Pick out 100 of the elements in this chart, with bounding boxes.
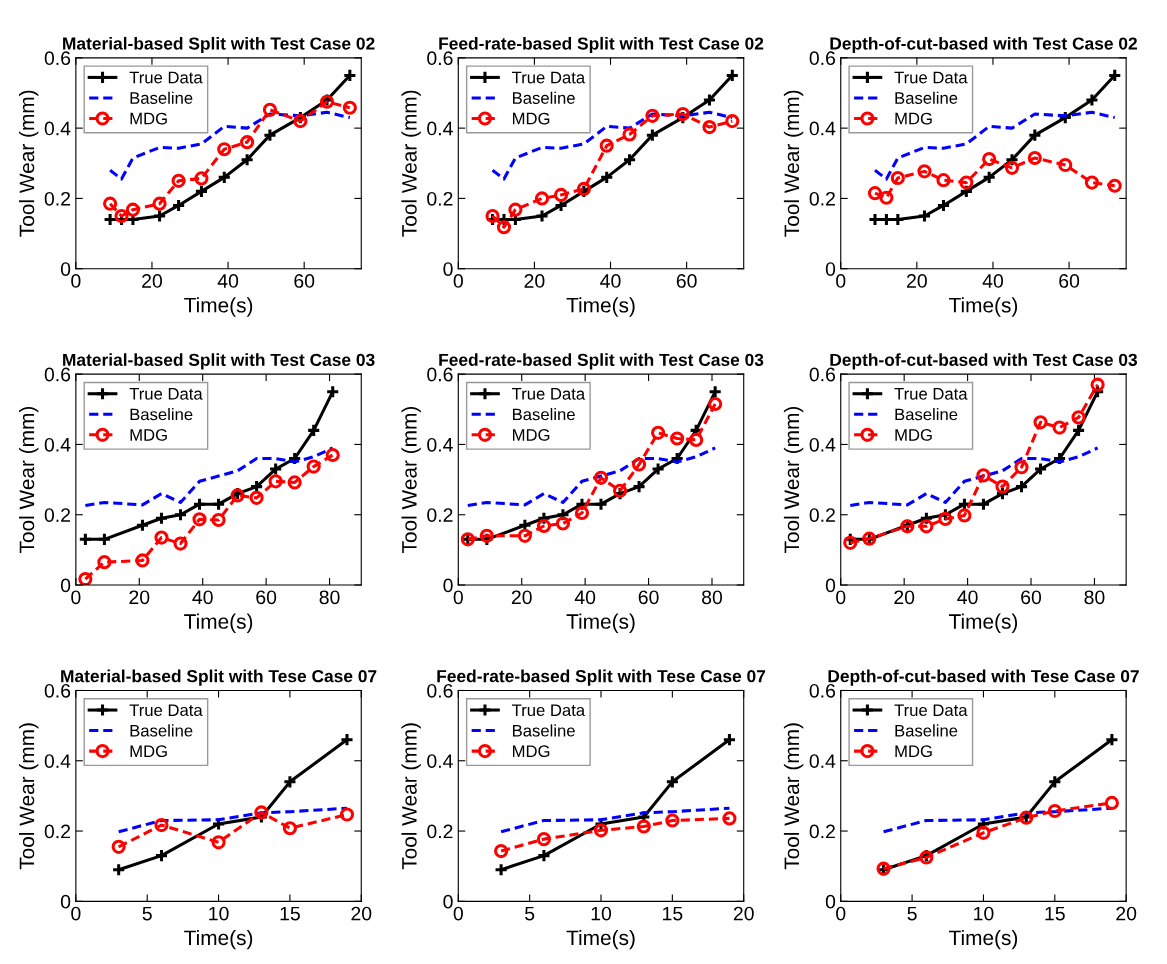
x-tick-label: 60 <box>1059 274 1080 288</box>
x-tick-label: 15 <box>1045 906 1065 921</box>
legend-label: MDG <box>130 429 167 441</box>
legend-label: True Data <box>512 71 586 84</box>
x-tick-label: 10 <box>591 906 612 921</box>
x-axis-title: Time(s) <box>566 613 635 633</box>
y-tick-label: 0 <box>825 578 836 593</box>
y-tick-label: 0.2 <box>44 191 71 206</box>
y-tick-label: 0.4 <box>427 437 453 452</box>
y-axis-title: Tool Wear (mm) <box>783 406 804 554</box>
legend-label: True Data <box>129 704 203 717</box>
y-tick-label: 0.4 <box>427 754 453 768</box>
legend-label: MDG <box>895 429 932 441</box>
legend-label: MDG <box>130 112 167 125</box>
chart-title: Depth-of-cut-based with Tese Case 07 <box>828 669 1139 686</box>
legend-label: MDG <box>513 429 550 441</box>
x-tick-label: 40 <box>600 274 621 288</box>
y-tick-label: 0.4 <box>44 121 71 136</box>
legend-label: True Data <box>894 71 968 84</box>
x-tick-label: 60 <box>676 274 697 288</box>
y-tick-label: 0 <box>825 894 836 909</box>
legend-label: MDG <box>513 745 550 758</box>
legend-label: True Data <box>512 388 586 400</box>
x-tick-label: 0 <box>453 590 463 605</box>
legend-label: True Data <box>894 388 968 400</box>
legend-label: True Data <box>129 388 203 400</box>
y-tick-label: 0.4 <box>809 754 836 768</box>
y-tick-label: 0.4 <box>44 437 71 452</box>
legend-label: MDG <box>130 745 167 758</box>
x-tick-label: 0 <box>836 590 846 605</box>
y-tick-label: 0.4 <box>44 754 71 768</box>
x-axis-title: Time(s) <box>566 929 635 950</box>
y-tick-label: 0.2 <box>427 508 453 522</box>
legend-label: Baseline <box>513 408 575 421</box>
y-tick-label: 0.4 <box>809 437 836 452</box>
x-tick-label: 20 <box>129 590 150 605</box>
y-axis-title: Tool Wear (mm) <box>783 723 804 870</box>
x-tick-label: 0 <box>71 590 81 605</box>
y-tick-label: 0 <box>825 262 836 276</box>
legend-label: Baseline <box>130 724 193 737</box>
legend-label: MDG <box>895 745 932 758</box>
legend-label: Baseline <box>895 408 958 421</box>
y-tick-label: 0.2 <box>809 191 835 206</box>
y-tick-label: 0 <box>60 262 71 276</box>
y-tick-label: 0.2 <box>427 191 453 206</box>
legend-label: Baseline <box>130 408 193 421</box>
x-tick-label: 0 <box>453 274 463 288</box>
x-tick-label: 20 <box>351 906 372 921</box>
x-tick-label: 60 <box>638 590 659 605</box>
x-tick-label: 40 <box>217 274 239 288</box>
x-tick-label: 20 <box>142 274 163 288</box>
y-axis-title: Tool Wear (mm) <box>401 406 421 554</box>
legend-label: Baseline <box>513 91 575 104</box>
y-tick-label: 0.4 <box>809 121 836 136</box>
x-tick-label: 15 <box>280 906 300 921</box>
y-tick-label: 0.6 <box>427 683 453 698</box>
legend-label: MDG <box>895 112 932 125</box>
chart-title: Depth-of-cut-based with Test Case 02 <box>830 36 1137 54</box>
legend-label: Baseline <box>130 91 193 104</box>
legend-label: Baseline <box>895 91 958 104</box>
x-tick-label: 60 <box>1021 590 1042 605</box>
x-tick-label: 40 <box>957 590 978 605</box>
y-axis-title: Tool Wear (mm) <box>18 723 39 870</box>
x-tick-label: 20 <box>907 274 927 288</box>
legend-label: MDG <box>513 112 550 125</box>
x-tick-label: 60 <box>294 274 315 288</box>
legend-label: Baseline <box>895 724 958 737</box>
x-axis-title: Time(s) <box>949 613 1018 633</box>
y-tick-label: 0.2 <box>427 824 453 839</box>
x-tick-label: 80 <box>1084 590 1105 605</box>
y-tick-label: 0.2 <box>44 508 71 522</box>
y-tick-label: 0.2 <box>809 824 835 839</box>
x-tick-label: 20 <box>524 274 545 288</box>
x-tick-label: 40 <box>574 590 596 605</box>
x-tick-label: 20 <box>1116 906 1137 921</box>
y-tick-label: 0 <box>60 578 71 593</box>
y-tick-label: 0.2 <box>44 824 71 839</box>
y-tick-label: 0.4 <box>427 121 453 136</box>
legend-label: True Data <box>512 704 586 717</box>
x-tick-label: 80 <box>319 590 340 605</box>
y-tick-label: 0.6 <box>44 683 71 698</box>
y-axis-title: Tool Wear (mm) <box>401 723 421 870</box>
y-tick-label: 0.6 <box>809 683 836 698</box>
x-tick-label: 20 <box>894 590 915 605</box>
x-tick-label: 0 <box>836 906 846 921</box>
y-axis-title: Tool Wear (mm) <box>401 90 421 237</box>
x-tick-label: 20 <box>733 906 754 921</box>
x-tick-label: 5 <box>907 906 917 921</box>
x-axis-title: Time(s) <box>184 297 253 317</box>
x-axis-title: Time(s) <box>566 297 635 317</box>
legend-label: True Data <box>894 704 968 717</box>
x-tick-label: 20 <box>511 590 532 605</box>
y-axis-title: Tool Wear (mm) <box>783 90 804 237</box>
y-tick-label: 0 <box>443 578 453 593</box>
x-tick-label: 0 <box>836 274 846 288</box>
x-axis-title: Time(s) <box>949 929 1018 950</box>
y-tick-label: 0 <box>60 894 71 909</box>
x-tick-label: 40 <box>192 590 213 605</box>
x-axis-title: Time(s) <box>184 613 253 633</box>
y-tick-label: 0.6 <box>809 51 836 66</box>
